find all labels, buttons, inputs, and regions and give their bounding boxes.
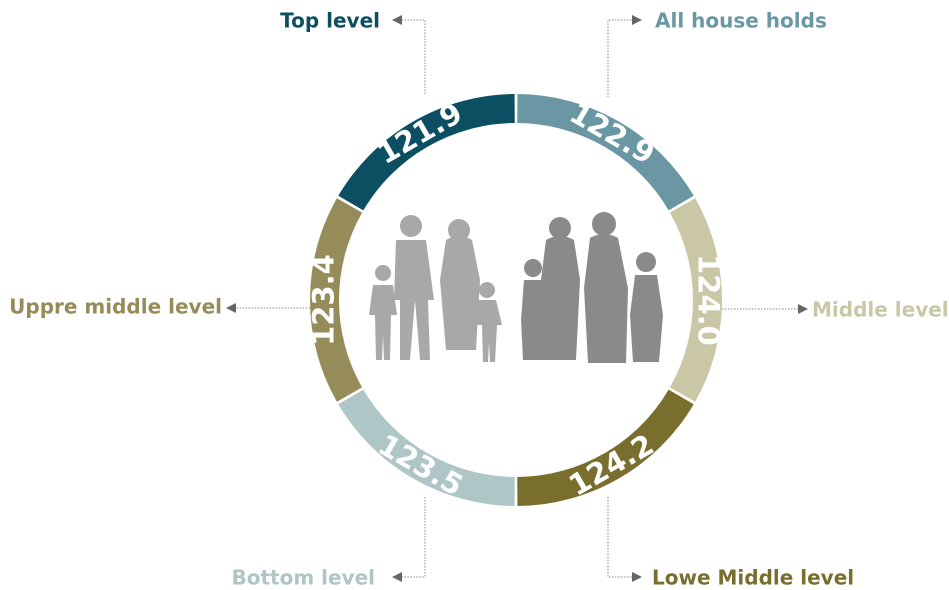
arrow [632,572,642,582]
person [524,259,542,277]
arrow [632,15,642,25]
segment-label: Bottom level [231,566,375,590]
connector [400,497,426,578]
family-illustration [369,212,663,363]
person [549,217,571,239]
ring-segment [517,94,694,211]
segment-label: Lowe Middle level [652,566,854,590]
segment-label: Uppre middle level [9,295,222,319]
ring-segment [517,389,694,506]
ring-segment [338,389,515,506]
segment-value: 123.4 [307,254,341,346]
segment-label: Middle level [812,298,949,322]
arrow [392,15,402,25]
person [448,219,470,241]
connectors [226,15,808,582]
segment-value: 124.0 [692,254,726,346]
segment-value: 121.9 [372,96,468,171]
person [630,275,663,362]
person [477,300,502,362]
ring-segment [309,198,363,402]
connector [607,497,632,578]
connector [607,19,632,97]
arrow [226,303,236,313]
ring-segment [338,94,515,211]
segment-value: 123.5 [373,427,469,502]
person [369,285,397,360]
connector [400,19,426,94]
arrow [798,304,808,314]
person [400,215,422,237]
person [394,240,434,360]
segment-value: 122.9 [564,96,660,171]
segment-label: Top level [280,9,380,33]
ring-segment [669,198,723,402]
segment-label: All house holds [655,9,827,33]
person [375,265,391,281]
person [584,234,628,363]
arrow [392,572,402,582]
person [521,280,546,360]
ring: 122.9 124.0 124.2 123.5 123.4 121.9 [307,94,726,506]
person [479,282,495,298]
person [592,212,616,236]
person [636,252,656,272]
person [440,236,480,350]
segment-value: 124.2 [563,427,659,502]
person [541,236,580,360]
